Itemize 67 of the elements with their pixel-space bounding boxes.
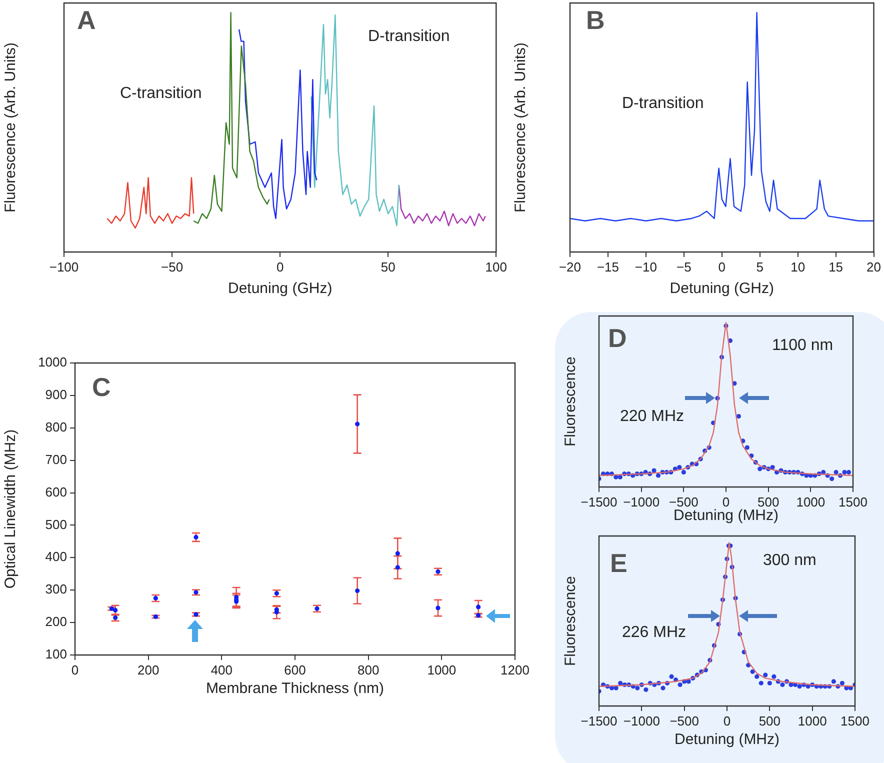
y-axis-title: Fluorescence [562, 356, 580, 447]
x-axis-title: Membrane Thickness (nm) [206, 680, 384, 698]
x-tick-label: 0 [71, 662, 79, 678]
y-tick-label: 100 [45, 646, 67, 662]
x-tick-label: −1000 [623, 494, 660, 510]
x-tick-label: 0 [723, 713, 731, 728]
annotation: D-transition [368, 28, 450, 46]
y-tick-label: 700 [45, 452, 67, 467]
x-tick-label: 5 [756, 259, 764, 274]
x-tick-label: −500 [669, 494, 698, 510]
y-tick-label: 200 [45, 614, 67, 630]
annotation: 220 MHz [620, 408, 684, 426]
x-tick-label: 500 [758, 713, 781, 728]
y-tick-label: 800 [45, 419, 67, 434]
x-axis-title: Detuning (GHz) [228, 280, 332, 298]
y-tick-label: 600 [45, 484, 67, 500]
y-tick-label: 900 [45, 387, 67, 402]
annotation: D-transition [622, 95, 704, 113]
x-axis-title: Detuning (GHz) [670, 280, 774, 298]
x-tick-label: 0 [722, 494, 730, 510]
x-tick-label: −500 [670, 713, 699, 728]
annotation: D [608, 323, 627, 354]
x-tick-label: 1000 [796, 494, 826, 510]
x-tick-label: 800 [357, 662, 380, 678]
x-tick-label: −1000 [623, 713, 660, 728]
y-axis-title: Fluorescence (Arb. Units) [2, 42, 20, 213]
y-tick-label: 400 [45, 549, 67, 564]
x-tick-label: 50 [380, 259, 396, 274]
annotation: C [92, 372, 111, 403]
x-tick-label: 400 [210, 662, 233, 678]
annotation: 1100 nm [772, 337, 834, 355]
x-tick-label: 1000 [798, 713, 827, 728]
x-axis-title: Detuning (MHz) [673, 507, 779, 524]
x-tick-label: 10 [790, 259, 806, 274]
y-tick-label: 500 [45, 516, 67, 532]
x-tick-label: 600 [284, 662, 306, 678]
annotation: B [586, 5, 605, 36]
y-axis-title: Fluorescence (Arb. Units) [512, 42, 530, 213]
x-tick-label: 1000 [427, 662, 456, 678]
annotation: E [610, 548, 628, 579]
x-tick-label: 0 [718, 259, 726, 274]
x-tick-label: 15 [828, 259, 844, 274]
y-axis-title: Optical Linewidth (MHz) [2, 429, 20, 589]
annotation: 226 MHz [622, 624, 686, 642]
y-tick-label: 300 [45, 582, 67, 597]
x-tick-label: −1500 [580, 713, 618, 728]
x-axis-title: Detuning (MHz) [674, 731, 780, 748]
x-tick-label: 0 [276, 259, 284, 274]
y-tick-label: 1000 [38, 354, 67, 370]
x-tick-label: −100 [49, 259, 79, 274]
x-tick-label: 1500 [838, 494, 868, 510]
x-tick-label: 200 [137, 662, 160, 678]
annotation: C-transition [120, 85, 202, 103]
x-tick-label: 500 [757, 494, 780, 510]
annotation: 300 nm [763, 552, 816, 570]
x-tick-label: −10 [634, 259, 657, 274]
x-tick-label: 100 [485, 259, 508, 274]
x-tick-label: −50 [161, 259, 184, 274]
x-tick-label: 1200 [500, 662, 530, 678]
annotation: A [77, 5, 96, 36]
y-axis-title: Fluorescence [562, 576, 580, 666]
x-tick-label: −15 [596, 259, 620, 274]
x-tick-label: 20 [866, 259, 882, 274]
x-tick-label: −20 [558, 259, 582, 274]
x-tick-label: 1500 [840, 713, 870, 728]
x-tick-label: −5 [676, 259, 692, 274]
x-tick-label: −1500 [580, 494, 618, 510]
